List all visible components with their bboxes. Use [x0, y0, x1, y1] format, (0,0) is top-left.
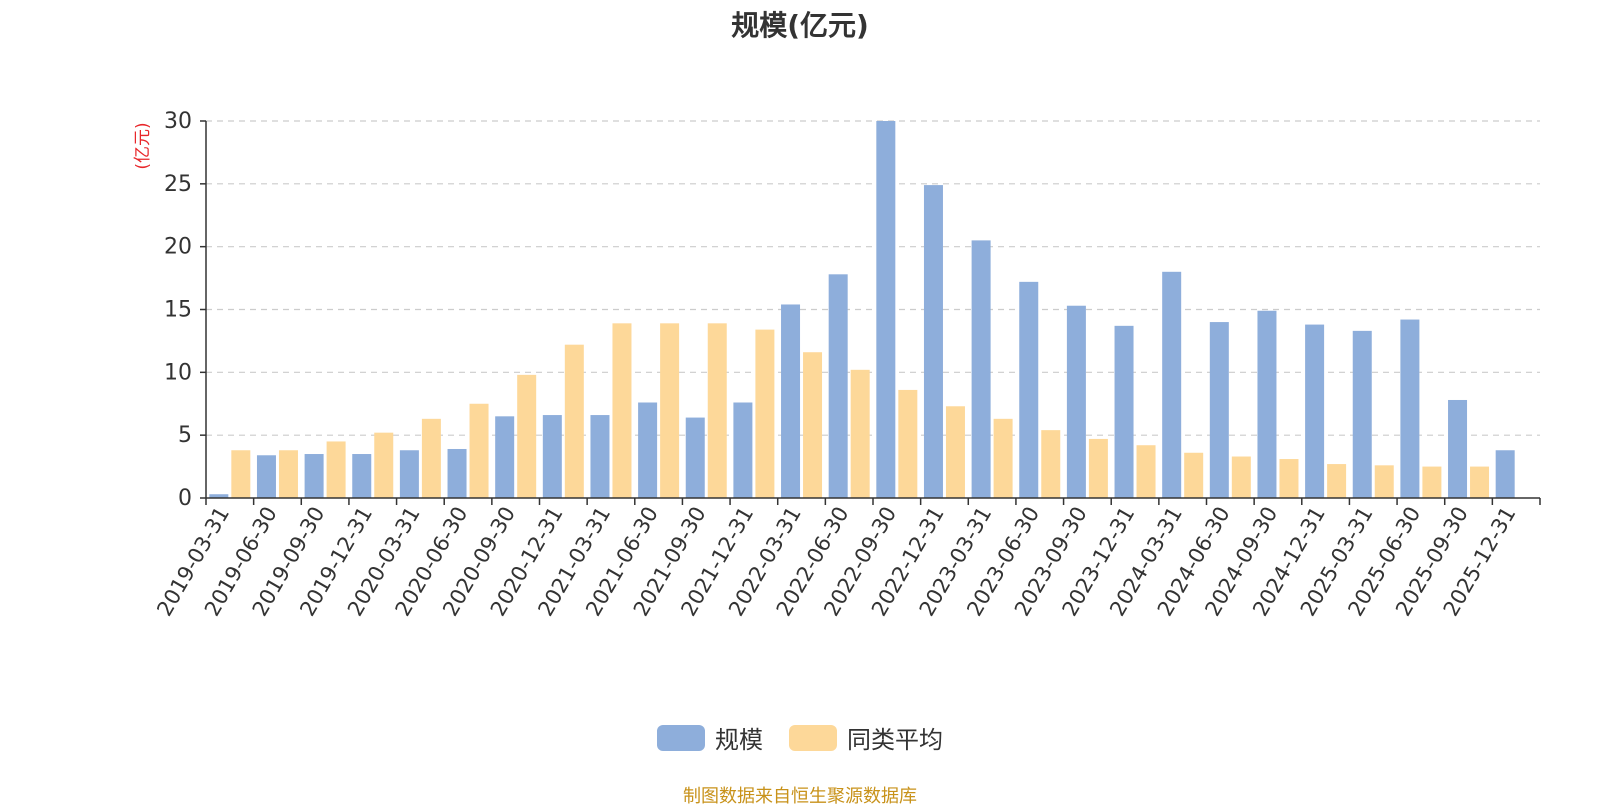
bar-scale [1257, 310, 1277, 498]
y-tick-label: 30 [164, 109, 192, 134]
bar-peer-avg [993, 418, 1013, 498]
bar-peer-avg [1231, 456, 1251, 498]
bar-scale [590, 415, 610, 498]
bar-peer-avg [231, 450, 251, 498]
bar-peer-avg [660, 323, 680, 498]
bar-peer-avg [1422, 466, 1442, 498]
bar-scale [1305, 324, 1325, 498]
bar-peer-avg [1327, 464, 1347, 498]
bar-scale [1066, 305, 1086, 498]
bar-peer-avg [564, 344, 584, 498]
y-tick-label: 20 [164, 235, 192, 260]
y-tick-label: 25 [164, 172, 192, 197]
legend-swatch-peer-avg [789, 724, 837, 751]
bar-scale [1352, 330, 1372, 498]
bar-peer-avg [898, 389, 918, 498]
bar-peer-avg [707, 323, 727, 498]
bar-scale [1495, 450, 1515, 498]
bar-peer-avg [1136, 445, 1156, 498]
bar-peer-avg [1374, 465, 1394, 498]
bar-peer-avg [1041, 430, 1061, 498]
bar-peer-avg [945, 406, 965, 498]
y-tick-label: 0 [178, 486, 192, 511]
bar-scale [495, 416, 515, 498]
bar-peer-avg [612, 323, 632, 498]
legend: 规模 同类平均 [0, 720, 1600, 755]
bar-scale [638, 402, 658, 498]
bar-peer-avg [850, 369, 870, 498]
y-tick-labels: 0 5 10 15 20 25 30 [164, 109, 192, 511]
bar-scale [1162, 271, 1182, 498]
grid-lines [200, 120, 1540, 499]
bar-scale [971, 240, 991, 498]
x-tick-labels: 2019-03-312019-06-302019-09-302019-12-31… [152, 502, 1520, 620]
bar-peer-avg [469, 403, 489, 498]
legend-swatch-scale [657, 724, 705, 751]
bar-scale [1448, 399, 1468, 498]
bar-peer-avg [421, 418, 441, 498]
axes [205, 121, 1541, 505]
bar-peer-avg [517, 374, 537, 498]
bar-scale [781, 304, 801, 498]
y-tick-label: 5 [178, 423, 192, 448]
legend-label-peer-avg: 同类平均 [847, 726, 943, 754]
legend-item-scale[interactable]: 规模 [657, 720, 763, 755]
bars [209, 121, 1515, 498]
bar-scale [733, 402, 753, 498]
bar-scale [399, 450, 419, 498]
bar-scale [685, 417, 705, 498]
chart-title: 规模(亿元) [731, 9, 869, 42]
bar-scale [304, 454, 324, 498]
bar-peer-avg [803, 352, 823, 498]
legend-item-peer-avg[interactable]: 同类平均 [789, 720, 943, 755]
bar-peer-avg [1279, 459, 1299, 498]
bar-scale [542, 415, 562, 498]
bar-scale [1114, 325, 1134, 498]
bar-scale [256, 455, 276, 498]
y-tick-label: 15 [164, 298, 192, 323]
bar-scale [1209, 322, 1229, 498]
bar-scale [1400, 319, 1420, 498]
bar-scale [352, 454, 372, 498]
bar-peer-avg [755, 329, 775, 498]
y-tick-label: 10 [164, 360, 192, 385]
bar-scale [209, 494, 229, 498]
source-note: 制图数据来自恒生聚源数据库 [683, 786, 917, 807]
bar-peer-avg [326, 441, 346, 498]
bar-peer-avg [1088, 438, 1108, 498]
bar-peer-avg [1470, 466, 1490, 498]
bar-scale [1019, 281, 1039, 498]
bar-scale [876, 121, 896, 498]
bar-peer-avg [1184, 452, 1204, 498]
bar-peer-avg [278, 450, 298, 498]
bar-peer-avg [374, 432, 394, 498]
legend-label-scale: 规模 [715, 726, 763, 754]
bar-scale [923, 185, 943, 498]
bar-scale [447, 448, 467, 498]
y-axis-unit-label: (亿元) [133, 122, 153, 169]
bar-scale [828, 274, 848, 498]
